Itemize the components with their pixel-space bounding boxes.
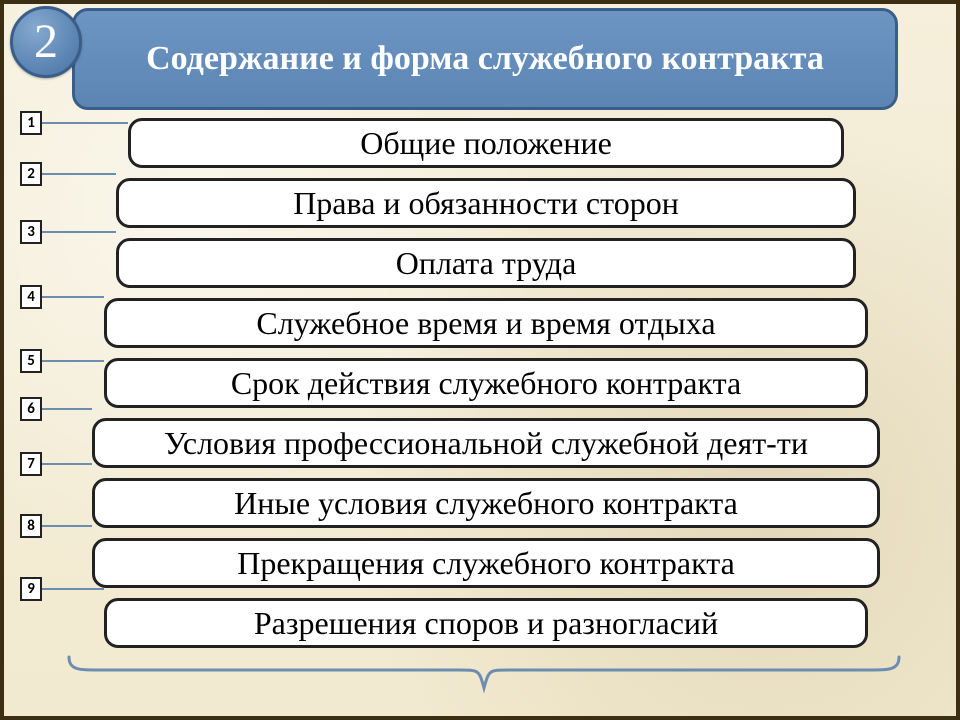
mini-2: 2 bbox=[20, 162, 42, 186]
mini-3: 3 bbox=[20, 220, 42, 244]
item-6: Условия профессиональной служебной деят-… bbox=[92, 418, 880, 468]
item-2-label: Права и обязанности сторон bbox=[293, 185, 679, 222]
mini-7-connector bbox=[42, 463, 92, 465]
section-number-badge: 2 bbox=[10, 6, 82, 78]
item-8: Прекращения служебного контракта bbox=[92, 538, 880, 588]
item-6-label: Условия профессиональной служебной деят-… bbox=[164, 425, 808, 462]
mini-6: 6 bbox=[20, 397, 42, 421]
mini-8-connector bbox=[42, 525, 92, 527]
header-title-box: Содержание и форма служебного контракта bbox=[72, 8, 898, 110]
item-4: Служебное время и время отдыха bbox=[104, 298, 868, 348]
item-1-label: Общие положение bbox=[360, 125, 612, 162]
mini-9: 9 bbox=[20, 577, 42, 601]
mini-6-connector bbox=[42, 408, 92, 410]
mini-7: 7 bbox=[20, 452, 42, 476]
item-4-label: Служебное время и время отдыха bbox=[256, 305, 715, 342]
mini-5-connector bbox=[42, 360, 104, 362]
mini-5: 5 bbox=[20, 349, 42, 373]
item-7-label: Иные условия служебного контракта bbox=[234, 485, 738, 522]
slide: 2 Содержание и форма служебного контракт… bbox=[0, 0, 960, 720]
item-2: Права и обязанности сторон bbox=[116, 178, 856, 228]
mini-4-connector bbox=[42, 296, 104, 298]
item-9-label: Разрешения споров и разногласий bbox=[254, 605, 718, 642]
mini-2-connector bbox=[42, 173, 116, 175]
mini-3-connector bbox=[42, 231, 116, 233]
item-7: Иные условия служебного контракта bbox=[92, 478, 880, 528]
item-9: Разрешения споров и разногласий bbox=[104, 598, 868, 648]
mini-9-connector bbox=[42, 588, 104, 590]
item-5-label: Срок действия служебного контракта bbox=[231, 365, 741, 402]
mini-4: 4 bbox=[20, 285, 42, 309]
mini-1-connector bbox=[42, 122, 128, 124]
header-title-text: Содержание и форма служебного контракта bbox=[146, 39, 824, 80]
item-3: Оплата труда bbox=[116, 238, 856, 288]
bottom-brace-icon bbox=[64, 654, 904, 694]
item-3-label: Оплата труда bbox=[396, 245, 577, 282]
mini-1: 1 bbox=[20, 111, 42, 135]
item-5: Срок действия служебного контракта bbox=[104, 358, 868, 408]
item-1: Общие положение bbox=[128, 118, 844, 168]
mini-8: 8 bbox=[20, 514, 42, 538]
item-8-label: Прекращения служебного контракта bbox=[237, 545, 735, 582]
